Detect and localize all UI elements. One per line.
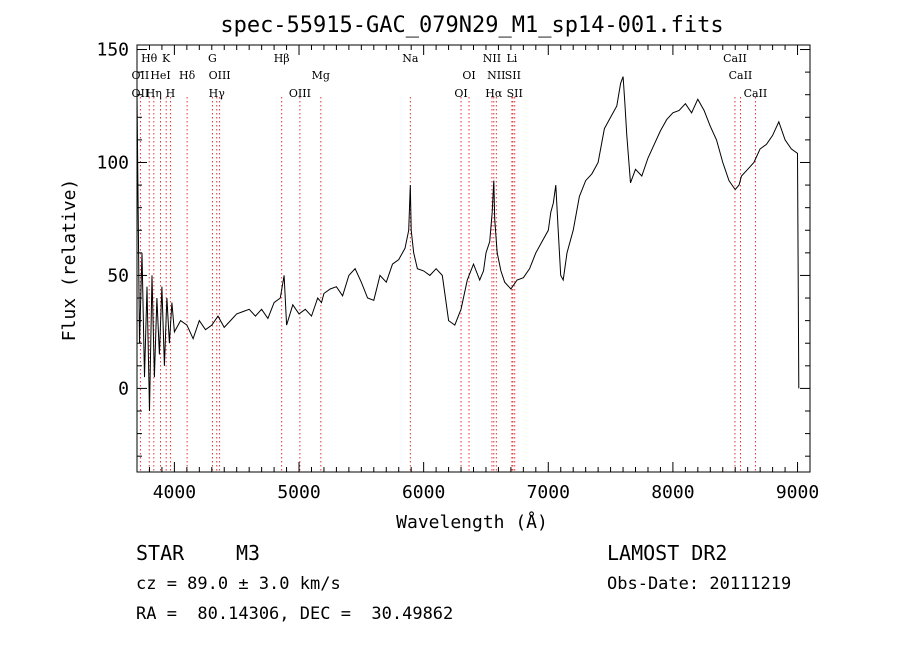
spectral-line-markers bbox=[139, 97, 756, 472]
x-tick-label: 9000 bbox=[776, 482, 819, 503]
y-tick-label: 0 bbox=[118, 378, 129, 399]
line-label: CaII bbox=[744, 87, 768, 100]
line-label: NII bbox=[487, 69, 505, 82]
y-tick-label: 50 bbox=[107, 265, 129, 286]
line-label: CaII bbox=[723, 52, 747, 65]
line-label: Hδ bbox=[179, 69, 196, 82]
line-label: Hη bbox=[146, 87, 162, 100]
line-label: Li bbox=[506, 52, 517, 65]
x-tick-label: 5000 bbox=[277, 482, 320, 503]
spectrum-line bbox=[136, 76, 800, 412]
line-label: NII bbox=[483, 52, 501, 65]
observation-date: Obs-Date: 20111219 bbox=[607, 574, 792, 594]
x-tick-label: 8000 bbox=[651, 482, 694, 503]
redshift-cz: cz = 89.0 ± 3.0 km/s bbox=[136, 574, 341, 594]
line-label: Hα bbox=[485, 87, 503, 100]
y-axis-label: Flux (relative) bbox=[59, 179, 80, 342]
line-label: OI bbox=[454, 87, 467, 100]
line-label: OII bbox=[132, 69, 150, 82]
line-label: Hβ bbox=[274, 52, 290, 65]
line-label: OI bbox=[462, 69, 475, 82]
line-label: Hγ bbox=[209, 87, 226, 100]
line-label: Mg bbox=[312, 69, 330, 82]
line-label: G bbox=[208, 52, 217, 65]
line-label: K bbox=[162, 52, 171, 65]
survey-name: LAMOST DR2 bbox=[607, 541, 728, 565]
y-tick-label: 100 bbox=[96, 152, 129, 173]
object-class: STAR bbox=[136, 541, 185, 565]
object-subclass: M3 bbox=[236, 541, 261, 565]
x-tick-label: 6000 bbox=[402, 482, 445, 503]
plot-frame bbox=[136, 44, 811, 473]
y-tick-label: 150 bbox=[96, 40, 129, 61]
line-label: Hθ bbox=[141, 52, 158, 65]
line-label: OII bbox=[132, 87, 150, 100]
line-label: CaII bbox=[729, 69, 753, 82]
y-axis-ticks: 0 50 100 150 bbox=[96, 40, 810, 457]
line-label: OIII bbox=[289, 87, 311, 100]
line-label: SII bbox=[507, 87, 523, 100]
x-axis-ticks: 4000 5000 6000 7000 8000 9000 bbox=[136, 45, 819, 503]
x-tick-label: 7000 bbox=[527, 482, 570, 503]
x-axis-label: Wavelength (Å) bbox=[396, 511, 548, 533]
chart-title: spec-55915-GAC_079N29_M1_sp14-001.fits bbox=[220, 13, 723, 38]
line-label: SII bbox=[505, 69, 521, 82]
line-label: H bbox=[166, 87, 176, 100]
line-label: Na bbox=[402, 52, 419, 65]
line-label: OIII bbox=[209, 69, 231, 82]
x-tick-label: 4000 bbox=[153, 482, 196, 503]
line-label: HeI bbox=[150, 69, 170, 82]
coordinates: RA = 80.14306, DEC = 30.49862 bbox=[136, 604, 454, 624]
